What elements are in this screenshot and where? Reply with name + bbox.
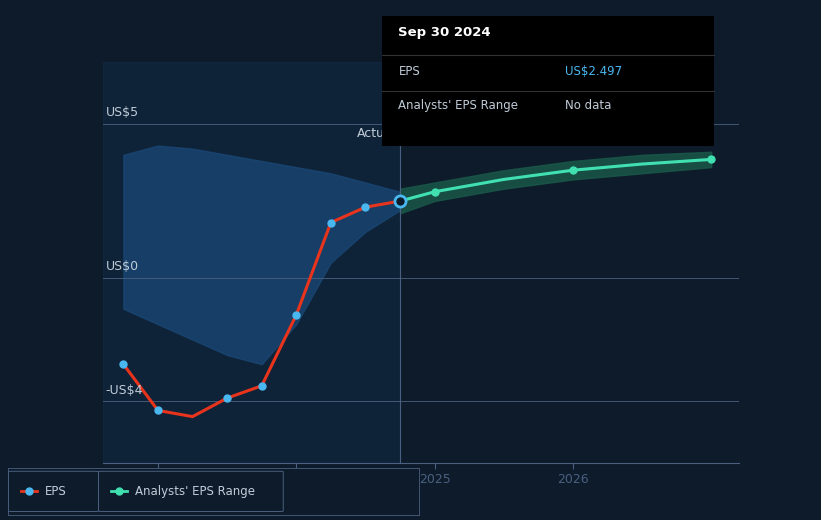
Text: EPS: EPS bbox=[45, 485, 67, 498]
Text: EPS: EPS bbox=[398, 65, 420, 78]
FancyBboxPatch shape bbox=[99, 471, 283, 512]
Text: US$0: US$0 bbox=[105, 261, 139, 274]
Text: Sep 30 2024: Sep 30 2024 bbox=[398, 26, 491, 39]
Text: -US$4: -US$4 bbox=[105, 384, 143, 397]
Text: Analysts Forecasts: Analysts Forecasts bbox=[407, 127, 523, 140]
Text: Actual: Actual bbox=[356, 127, 396, 140]
Bar bbox=[103, 62, 400, 463]
FancyBboxPatch shape bbox=[8, 471, 99, 512]
Text: No data: No data bbox=[565, 99, 611, 112]
Text: US$2.497: US$2.497 bbox=[565, 65, 621, 78]
Text: Analysts' EPS Range: Analysts' EPS Range bbox=[135, 485, 255, 498]
Text: US$5: US$5 bbox=[105, 107, 139, 120]
Text: Analysts' EPS Range: Analysts' EPS Range bbox=[398, 99, 518, 112]
